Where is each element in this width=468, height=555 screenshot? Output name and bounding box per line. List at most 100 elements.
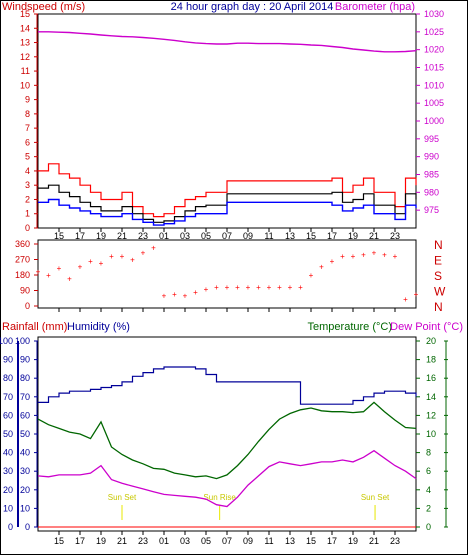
temp-y-tick-label: 16 [426,373,436,383]
temperature-series [37,401,417,480]
wind-y-tick-label: 13 [20,38,30,48]
direction-point: + [403,295,408,304]
wind-x-tick-label: 15 [306,231,316,241]
wind-y-tick-label: 9 [25,95,30,105]
rain-y-tick-label: 50 [3,429,13,439]
wind-x-tick-label: 07 [222,231,232,241]
wind-avg-series [38,184,417,223]
baro-y-tick-label: 980 [424,187,439,197]
wind-y-tick-label: 0 [25,223,30,233]
temp-y-tick-label: 2 [426,503,431,513]
temp-x-tick-label: 01 [159,536,169,546]
compass-label: N [434,300,443,314]
hum-y-tick-label: 20 [20,485,30,495]
direction-point: + [393,252,398,261]
direction-point: + [256,283,261,292]
rain-y-tick-label: 80 [3,373,13,383]
temp-x-tick-label: 07 [222,536,232,546]
temp-x-tick-label: 21 [369,536,379,546]
temp-y-tick-label: 0 [426,522,431,532]
direction-point: + [193,288,198,297]
direction-point: + [340,252,345,261]
hum-y-tick-label: 50 [20,429,30,439]
direction-point: + [141,249,146,258]
wind-y-tick-label: 5 [25,152,30,162]
rain-y-tick-label: 40 [3,448,13,458]
wind-x-tick-label: 13 [285,231,295,241]
direction-point: + [309,271,314,280]
temp-y-tick-label: 20 [426,336,436,346]
direction-point: + [330,257,335,266]
wind-y-tick-label: 3 [25,180,30,190]
rain-y-tick-label: 100 [0,336,13,346]
direction-point: + [351,252,356,261]
wind-low-series [38,198,417,226]
wind-y-tick-label: 14 [20,23,30,33]
barometer-series [38,31,417,53]
wind-y-tick-label: 15 [20,9,30,19]
humidity-label: Humidity (%) [67,321,130,333]
rain-y-tick-label: 90 [3,355,13,365]
baro-y-tick-label: 1030 [424,9,444,19]
direction-point: + [277,283,282,292]
dir-y-tick-label: 360 [15,239,30,249]
wind-x-tick-label: 21 [369,231,379,241]
hum-y-tick-label: 60 [20,410,30,420]
wind-y-tick-label: 7 [25,123,30,133]
event-label: Sun Set [108,493,137,502]
compass-label: E [434,254,442,268]
temp-y-tick-label: 6 [426,466,431,476]
wind-x-tick-label: 23 [390,231,400,241]
direction-point: + [414,290,419,299]
temp-x-tick-label: 13 [285,536,295,546]
dir-y-tick-label: 270 [15,255,30,265]
direction-point: + [36,268,41,277]
temp-x-tick-label: 19 [96,536,106,546]
temperature-label: Temperature (°C) [308,321,392,333]
direction-point: + [78,262,83,271]
compass-label: N [434,238,443,252]
wind-y-tick-label: 1 [25,209,30,219]
wind-y-tick-label: 11 [21,66,30,76]
barometer-label: Barometer (hpa) [335,1,415,13]
hum-y-tick-label: 0 [25,522,30,532]
rain-y-tick-label: 0 [8,522,13,532]
wind-x-tick-label: 19 [96,231,106,241]
direction-point: + [382,250,387,259]
baro-y-tick-label: 1000 [424,116,444,126]
wind-x-tick-label: 11 [264,231,273,241]
direction-point: + [235,283,240,292]
baro-y-tick-label: 1005 [424,98,444,108]
hum-y-tick-label: 70 [20,392,30,402]
direction-point: + [267,283,272,292]
temp-x-tick-label: 15 [54,536,64,546]
dewpoint-series [37,449,417,508]
compass-label: S [434,269,442,283]
direction-point: + [99,259,104,268]
temp-x-tick-label: 21 [117,536,127,546]
hum-y-tick-label: 40 [20,448,30,458]
dewpoint-label: Dew Point (°C) [390,321,463,333]
rain-y-tick-label: 70 [3,392,13,402]
direction-point: + [288,283,293,292]
direction-point: + [319,262,324,271]
rain-y-tick-label: 10 [3,503,13,513]
wind-x-tick-label: 03 [180,231,190,241]
baro-y-tick-label: 1015 [424,63,444,73]
direction-point: + [204,285,209,294]
direction-point: + [172,290,177,299]
event-label: Sun Rise [203,493,236,502]
temp-y-tick-label: 18 [426,355,436,365]
wind-x-tick-label: 17 [327,231,337,241]
compass-label: W [434,285,446,299]
wind-y-tick-label: 10 [20,80,30,90]
direction-point: + [120,252,125,261]
temp-x-tick-label: 17 [327,536,337,546]
temp-x-tick-label: 09 [243,536,253,546]
hum-y-tick-label: 90 [20,355,30,365]
wind-x-tick-label: 23 [138,231,148,241]
direction-point: + [214,283,219,292]
temp-x-tick-label: 23 [138,536,148,546]
rain-y-tick-label: 60 [3,410,13,420]
wind-y-tick-label: 8 [25,109,30,119]
